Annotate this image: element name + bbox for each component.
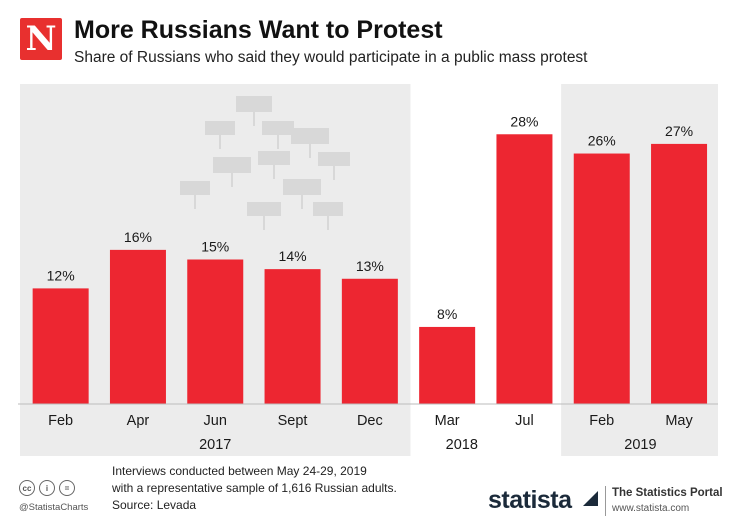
year-label-2019: 2019 [624,437,656,453]
year-labels-group: 2017 2018 2019 [199,437,656,453]
value-label: 15% [201,239,229,255]
value-label: 8% [437,306,457,322]
bar-jun-2 [187,259,244,404]
category-label: Jul [515,413,534,429]
value-label: 14% [279,248,307,264]
note-line-2: with a representative sample of 1,616 Ru… [112,481,397,495]
placard-stick [333,166,335,180]
license-icons: cc i = [19,480,75,496]
attribution-icon: i [39,480,55,496]
placard-board [318,152,350,166]
placard-board [205,121,235,135]
year-label-2018: 2018 [446,437,478,453]
bar-sept-3 [264,269,321,404]
bar-jul-6 [496,134,553,404]
placard-board [213,157,251,173]
category-label: Sept [278,413,308,429]
bar-feb-7 [573,153,630,404]
placard-stick [263,216,265,230]
category-label: May [665,413,693,429]
placard-board [236,96,272,112]
year-label-2017: 2017 [199,437,231,453]
bar-feb-0 [32,288,89,404]
placard-board [258,151,290,165]
value-label: 28% [510,113,538,129]
placard-stick [231,173,233,187]
statista-mark-icon [583,491,598,506]
placard-board [313,202,343,216]
category-label: Feb [589,413,614,429]
twitter-handle: @StatistaCharts [19,502,89,513]
value-label: 27% [665,123,693,139]
placard-stick [309,144,311,158]
source-text: Source: Levada [112,498,197,512]
bars-group [18,134,718,405]
statista-url: www.statista.com [612,503,690,514]
placard-stick [194,195,196,209]
chart-subtitle: Share of Russians who said they would pa… [74,49,588,66]
placard-board [283,179,321,195]
value-labels-group: 12% 16% 15% 14% 13% 8% 28% 26% 27% [47,113,693,322]
placard-stick [327,216,329,230]
protest-signs-illustration [180,96,350,230]
brand-divider [605,486,606,516]
category-label: Mar [435,413,460,429]
value-label: 13% [356,258,384,274]
bar-may-8 [651,143,708,404]
placard-board [291,128,329,144]
placard-stick [253,112,255,126]
bar-apr-1 [109,249,166,404]
category-label: Jun [204,413,227,429]
creative-commons-icon: cc [19,480,35,496]
category-label: Feb [48,413,73,429]
newsweek-logo: N [20,18,62,60]
statistics-portal-label: The Statistics Portal [612,487,723,499]
placard-stick [273,165,275,179]
bar-dec-4 [341,278,398,404]
value-label: 12% [47,267,75,283]
category-label: Dec [357,413,383,429]
placard-board [180,181,210,195]
statista-brand: statista [488,486,572,514]
value-label: 26% [588,133,616,149]
category-label: Apr [127,413,150,429]
note-line-1: Interviews conducted between May 24-29, … [112,464,367,478]
category-labels-group: Feb Apr Jun Sept Dec Mar Jul Feb May [48,413,693,429]
bar-mar-5 [419,326,476,404]
placard-stick [301,195,303,209]
placard-stick [277,135,279,149]
chart-note: Interviews conducted between May 24-29, … [112,463,397,514]
placard-board [262,121,294,135]
chart-title: More Russians Want to Protest [74,16,443,44]
logo-letter: N [25,19,57,59]
placard-stick [219,135,221,149]
value-label: 16% [124,229,152,245]
placard-board [247,202,281,216]
bar-chart: 12% 16% 15% 14% 13% 8% 28% 26% 27% Feb Apr Jun Sept… [18,84,718,456]
no-derivatives-icon: = [59,480,75,496]
